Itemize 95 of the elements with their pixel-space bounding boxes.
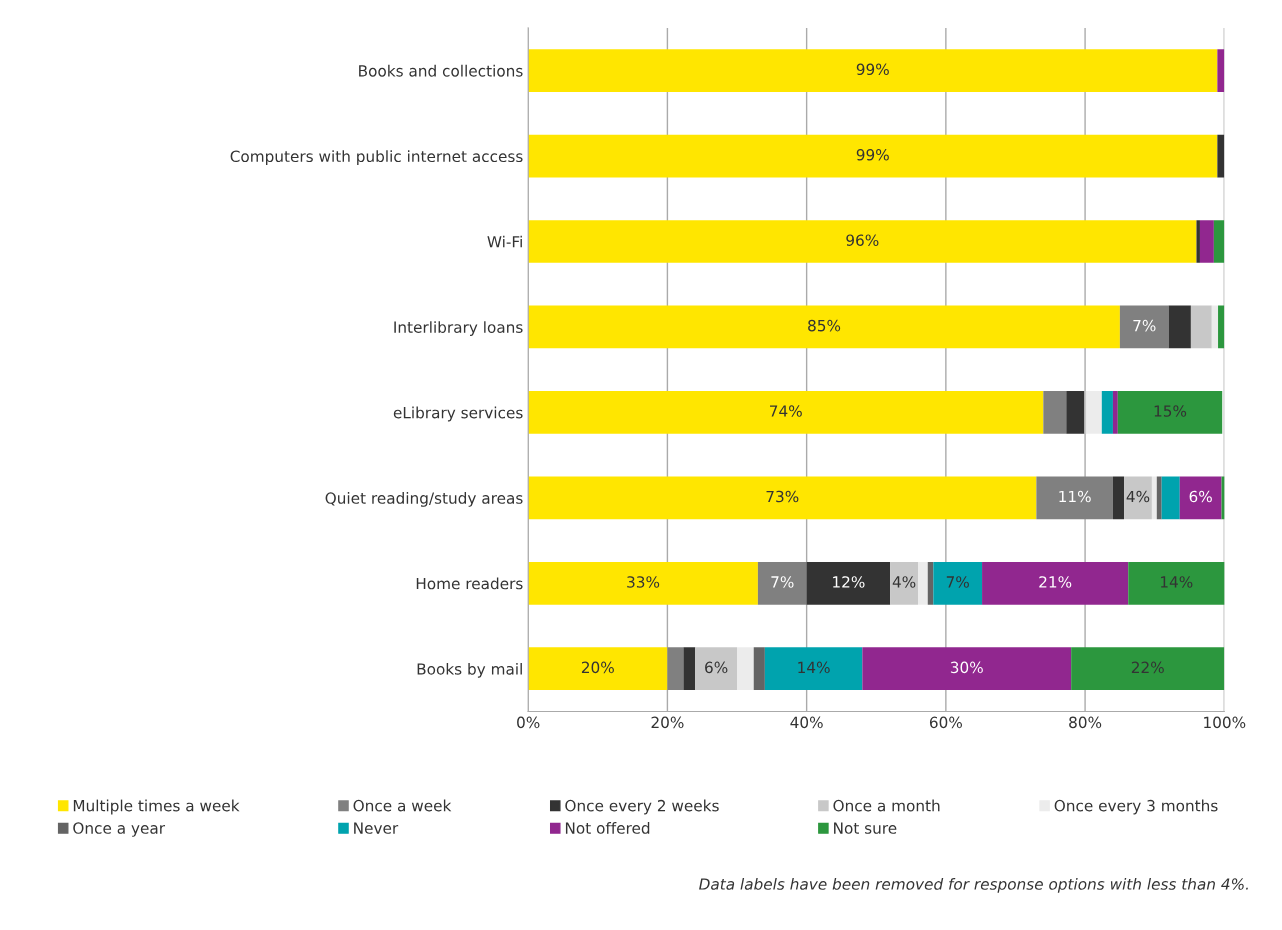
bar — [1101, 391, 1113, 434]
x-tick-label: 60% — [929, 716, 962, 729]
text: Data labels have been removed for response options with less than 4%. — [699, 878, 1248, 893]
bar — [757, 561, 807, 605]
bar — [933, 561, 983, 605]
bar — [1086, 391, 1102, 434]
bar — [1218, 305, 1225, 349]
data-label: 96% — [846, 234, 879, 246]
x-tick-label: 0% — [517, 716, 540, 729]
y-tick-label: Interlibrary loans — [394, 321, 523, 336]
legend-label: Once a year — [73, 822, 166, 837]
bar — [982, 561, 1129, 605]
bar — [667, 647, 684, 691]
bar — [806, 561, 891, 605]
bar — [1112, 476, 1125, 520]
legend-label: Once every 2 weeks — [565, 799, 719, 815]
data-label: 85% — [808, 319, 841, 332]
data-label: 74% — [770, 405, 802, 417]
bar — [695, 647, 738, 691]
data-label: 4% — [892, 576, 916, 588]
bar — [528, 220, 1197, 263]
bar — [1217, 49, 1225, 92]
data-label: 14% — [798, 661, 830, 674]
data-label: 20% — [581, 661, 614, 674]
bar — [918, 561, 928, 605]
bar — [1124, 476, 1152, 520]
y-tick-label: Books by mail — [417, 662, 522, 678]
bar — [753, 647, 765, 691]
bar — [683, 647, 696, 691]
bar — [528, 134, 1218, 178]
x-tick-label: 100% — [1204, 716, 1246, 729]
bar — [1066, 391, 1085, 434]
bar — [1156, 476, 1162, 520]
bar — [1119, 305, 1169, 349]
bar — [1196, 220, 1200, 263]
legend-label: Once a week — [353, 799, 452, 812]
data-label: 73% — [766, 490, 799, 503]
bar — [1161, 476, 1180, 520]
bar — [890, 561, 919, 605]
data-label: 4% — [1126, 490, 1150, 503]
legend-label: Multiple times a week — [73, 799, 240, 815]
y-tick-label: Home readers — [416, 577, 523, 590]
y-tick-label: Computers with public internet access — [230, 150, 523, 166]
data-label: 11% — [1059, 490, 1091, 503]
bar — [1151, 476, 1157, 520]
data-label: 7% — [1133, 319, 1156, 332]
data-label: 99% — [856, 148, 889, 161]
data-label: 12% — [833, 576, 865, 588]
data-label: 14% — [1160, 576, 1193, 588]
bar — [1128, 561, 1225, 605]
data-label: 7% — [946, 576, 969, 588]
y-tick-label: Books and collections — [359, 64, 523, 77]
bar — [1117, 391, 1223, 434]
bar — [528, 561, 758, 605]
x-tick-label: 80% — [1069, 716, 1102, 729]
bar — [1211, 305, 1219, 349]
bar — [1036, 476, 1113, 520]
bar — [1190, 305, 1212, 349]
bar — [764, 647, 863, 691]
data-label: 21% — [1039, 576, 1072, 588]
legend-label: Once every 3 months — [1054, 799, 1218, 815]
bar — [1112, 391, 1118, 434]
y-tick-label: Quiet reading/study areas — [325, 492, 523, 507]
bar — [528, 476, 1037, 520]
bar — [862, 647, 1072, 691]
bar — [528, 391, 1044, 434]
legend-label: Not sure — [834, 822, 897, 834]
bar — [1071, 647, 1225, 691]
bar — [1043, 391, 1067, 434]
data-label: 22% — [1131, 661, 1164, 674]
data-label: 7% — [771, 576, 794, 588]
bar — [528, 647, 668, 691]
y-tick-label: Wi-Fi — [487, 235, 522, 248]
bar — [1199, 220, 1214, 263]
data-label: 6% — [705, 661, 728, 674]
bar — [528, 305, 1120, 349]
x-tick-label: 20% — [651, 716, 684, 729]
y-tick-label: eLibrary services — [393, 406, 523, 422]
bar — [1084, 391, 1087, 434]
bar — [737, 647, 754, 691]
bar — [528, 49, 1218, 92]
bar — [927, 561, 934, 605]
legend-label: Never — [354, 822, 399, 834]
legend-label: Once a month — [833, 799, 940, 812]
bar — [1217, 134, 1225, 178]
data-label: 99% — [856, 63, 889, 76]
bar — [1179, 476, 1222, 520]
bar — [1168, 305, 1191, 349]
data-label: 6% — [1189, 490, 1212, 503]
legend-label: Not offered — [565, 822, 650, 834]
bar — [1213, 220, 1225, 263]
x-tick-label: 40% — [790, 716, 823, 729]
data-label: 15% — [1154, 405, 1187, 417]
data-label: 30% — [950, 661, 983, 674]
data-label: 33% — [627, 576, 660, 588]
